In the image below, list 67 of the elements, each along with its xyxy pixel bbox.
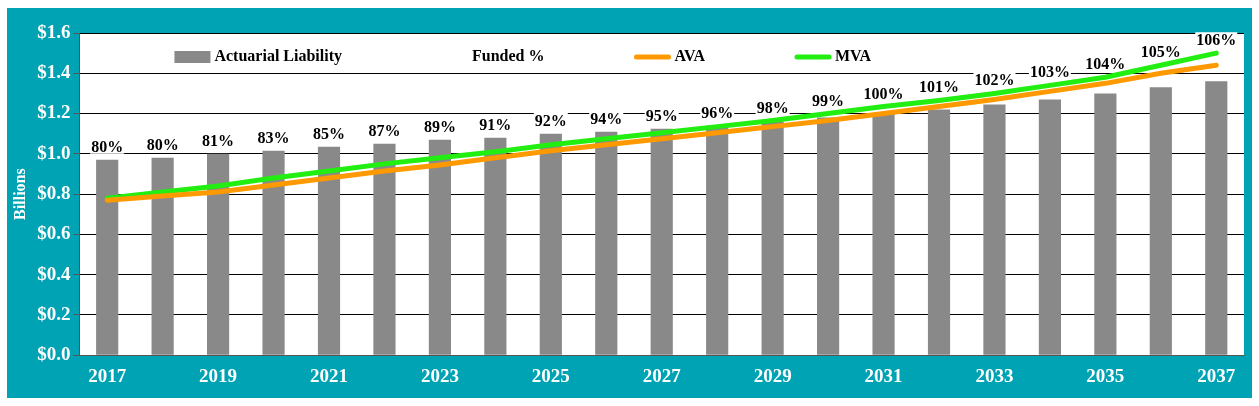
x-tick-label: 2031: [864, 364, 903, 386]
y-tick-label: $1.0: [37, 141, 71, 163]
bar: [317, 146, 341, 355]
bar: [1205, 81, 1228, 355]
y-tick-label: $1.4: [37, 61, 71, 83]
annotation: 80%: [146, 135, 179, 153]
bar: [983, 104, 1006, 355]
bar: [1038, 99, 1061, 355]
bar: [872, 113, 895, 355]
x-tick-label: 2023: [420, 364, 459, 386]
bar: [1149, 87, 1172, 355]
x-tick-label: 2017: [88, 364, 127, 386]
annotation: 102%: [974, 71, 1015, 89]
y-tick-label: $0.0: [37, 343, 71, 365]
x-tick-label: 2021: [310, 364, 348, 386]
y-tick-label: $0.6: [37, 222, 71, 244]
bar: [262, 150, 285, 355]
x-tick-label: 2035: [1086, 364, 1125, 386]
bar: [650, 128, 673, 355]
y-tick-label: $0.2: [37, 302, 71, 324]
annotation: 92%: [534, 111, 567, 129]
annotation: 101%: [919, 78, 959, 96]
annotation: 95%: [645, 106, 678, 124]
bar: [484, 137, 507, 355]
legend-label: MVA: [835, 47, 872, 65]
bar: [207, 153, 230, 355]
bar: [428, 139, 451, 355]
bar: [927, 109, 951, 355]
annotation: 99%: [812, 91, 845, 109]
legend-label: Actuarial Liability: [214, 47, 343, 66]
annotation: 104%: [1085, 55, 1126, 73]
x-tick-label: 2029: [753, 364, 792, 386]
annotation: 103%: [1029, 63, 1070, 81]
bar: [96, 159, 119, 355]
annotation: 96%: [701, 103, 734, 121]
annotation: 83%: [257, 128, 290, 146]
annotation: 100%: [863, 84, 904, 102]
x-tick-label: 2027: [642, 364, 682, 386]
annotation: 98%: [756, 98, 789, 116]
annotation: 80%: [91, 137, 124, 155]
x-tick-label: 2019: [199, 364, 238, 386]
y-tick-label: $1.2: [37, 101, 71, 123]
y-tick-label: $0.8: [37, 182, 71, 204]
annotation: 81%: [202, 131, 235, 149]
annotation: 89%: [423, 117, 456, 135]
y-tick-label: $0.4: [37, 262, 71, 284]
annotation: 105%: [1140, 43, 1181, 61]
x-tick-label: 2025: [531, 364, 570, 386]
annotation: 91%: [479, 115, 512, 133]
y-tick-label: $1.6: [37, 20, 71, 42]
bar: [706, 125, 729, 355]
bar: [595, 131, 618, 355]
x-tick-label: 2037: [1197, 364, 1236, 386]
bar: [817, 117, 840, 355]
bar: [151, 157, 174, 355]
x-tick-label: 2033: [975, 364, 1014, 386]
bar: [373, 143, 396, 355]
legend-label: AVA: [674, 47, 706, 65]
bar: [539, 133, 562, 355]
annotation: Funded %: [472, 47, 545, 65]
annotation: 87%: [368, 121, 401, 139]
bar: [761, 121, 784, 355]
annotation: 85%: [313, 124, 345, 142]
annotation: 94%: [590, 109, 623, 127]
bar: [1094, 93, 1117, 355]
y-axis-title: Billions: [10, 168, 28, 220]
annotation: 106%: [1196, 31, 1237, 49]
